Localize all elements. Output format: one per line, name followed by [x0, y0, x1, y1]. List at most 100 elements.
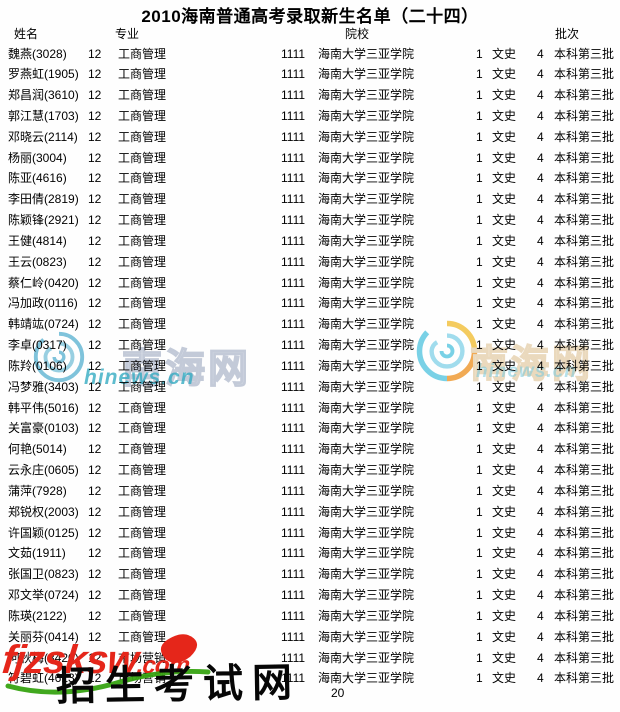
table-row: 蒲萍(7928) 12 工商管理 1111 海南大学三亚学院 1 文史 4 本科…	[0, 481, 620, 502]
seq-number: 1	[476, 67, 483, 82]
student-name: 许国颖(0125)	[8, 525, 79, 540]
student-name: 陈羚(0106)	[8, 358, 67, 373]
major-name: 工商管理	[118, 400, 167, 415]
major-code: 12	[88, 379, 102, 394]
track-label: 文史	[492, 275, 517, 290]
seq-number: 1	[476, 546, 483, 561]
school-code: 1111	[281, 233, 306, 248]
seq-number: 1	[476, 275, 483, 290]
table-row: 郑昌润(3610) 12 工商管理 1111 海南大学三亚学院 1 文史 4 本…	[0, 85, 620, 106]
batch-code: 4	[537, 421, 544, 436]
school-code: 1111	[281, 192, 306, 207]
table-header-row: 姓名 专业 院校 批次	[0, 25, 620, 41]
school-code: 1111	[281, 546, 306, 561]
batch-name: 本科第三批	[554, 504, 615, 519]
major-name: 工商管理	[118, 192, 167, 207]
school-name: 海南大学三亚学院	[318, 275, 415, 290]
batch-code: 4	[537, 379, 544, 394]
track-label: 文史	[492, 129, 517, 144]
school-code: 1111	[281, 171, 306, 186]
column-header-school: 院校	[345, 27, 370, 41]
track-label: 文史	[492, 608, 517, 623]
major-name: 工商管理	[118, 233, 167, 248]
batch-code: 4	[537, 233, 544, 248]
school-code: 1111	[281, 108, 306, 123]
batch-name: 本科第三批	[554, 463, 615, 478]
table-row: 杨丽(3004) 12 工商管理 1111 海南大学三亚学院 1 文史 4 本科…	[0, 148, 620, 169]
batch-name: 本科第三批	[554, 546, 615, 561]
major-code: 12	[88, 213, 102, 228]
table-row: 文茹(1911) 12 工商管理 1111 海南大学三亚学院 1 文史 4 本科…	[0, 543, 620, 564]
major-name: 市场营销	[118, 650, 167, 665]
track-label: 文史	[492, 108, 517, 123]
school-code: 1111	[281, 150, 306, 165]
seq-number: 1	[476, 671, 483, 686]
batch-name: 本科第三批	[554, 629, 615, 644]
seq-number: 1	[476, 650, 483, 665]
school-name: 海南大学三亚学院	[318, 588, 415, 603]
major-code: 12	[88, 46, 102, 61]
batch-name: 本科第三批	[554, 233, 615, 248]
major-code: 12	[88, 483, 102, 498]
batch-name: 本科第三批	[554, 317, 615, 332]
seq-number: 1	[476, 421, 483, 436]
major-code: 12	[88, 108, 102, 123]
school-name: 海南大学三亚学院	[318, 463, 415, 478]
major-name: 工商管理	[118, 46, 167, 61]
student-name: 符碧虹(4613)	[8, 671, 79, 686]
watermark-fjzsksw: fjzsksw.com 招生考试网	[0, 632, 340, 710]
major-code: 12	[88, 421, 102, 436]
batch-name: 本科第三批	[554, 421, 615, 436]
school-code: 1111	[281, 379, 306, 394]
major-name: 工商管理	[118, 108, 167, 123]
major-name: 工商管理	[118, 338, 167, 353]
school-name: 海南大学三亚学院	[318, 421, 415, 436]
school-code: 1111	[281, 608, 306, 623]
table-row: 何艳(5014) 12 工商管理 1111 海南大学三亚学院 1 文史 4 本科…	[0, 439, 620, 460]
major-name: 工商管理	[118, 88, 167, 103]
track-label: 文史	[492, 317, 517, 332]
student-name: 邓文举(0724)	[8, 588, 79, 603]
school-code: 1111	[281, 338, 306, 353]
table-row: 邓文举(0724) 12 工商管理 1111 海南大学三亚学院 1 文史 4 本…	[0, 585, 620, 606]
major-code: 12	[88, 650, 102, 665]
column-header-major: 专业	[115, 27, 140, 41]
seq-number: 1	[476, 358, 483, 373]
school-code: 1111	[281, 254, 306, 269]
student-name: 张国卫(0823)	[8, 567, 79, 582]
student-name: 韩平伟(5016)	[8, 400, 79, 415]
table-row: 关富豪(0103) 12 工商管理 1111 海南大学三亚学院 1 文史 4 本…	[0, 418, 620, 439]
batch-name: 本科第三批	[554, 442, 615, 457]
seq-number: 1	[476, 567, 483, 582]
major-code: 12	[88, 88, 102, 103]
school-code: 1111	[281, 67, 306, 82]
major-code: 12	[88, 463, 102, 478]
batch-name: 本科第三批	[554, 254, 615, 269]
batch-name: 本科第三批	[554, 567, 615, 582]
major-code: 12	[88, 233, 102, 248]
school-name: 海南大学三亚学院	[318, 150, 415, 165]
major-code: 12	[88, 67, 102, 82]
major-code: 12	[88, 275, 102, 290]
seq-number: 1	[476, 46, 483, 61]
track-label: 文史	[492, 400, 517, 415]
major-code: 12	[88, 525, 102, 540]
batch-name: 本科第三批	[554, 400, 615, 415]
major-name: 工商管理	[118, 358, 167, 373]
page-title: 2010海南普通高考录取新生名单（二十四）	[141, 7, 479, 26]
batch-code: 4	[537, 671, 544, 686]
school-code: 1111	[281, 650, 306, 665]
green-swoosh-icon	[5, 668, 211, 695]
student-name: 陈瑛(2122)	[8, 608, 67, 623]
major-name: 工商管理	[118, 608, 167, 623]
track-label: 文史	[492, 254, 517, 269]
student-name: 郑昌润(3610)	[8, 88, 79, 103]
table-row: 蔡仁岭(0420) 12 工商管理 1111 海南大学三亚学院 1 文史 4 本…	[0, 273, 620, 294]
school-name: 海南大学三亚学院	[318, 108, 415, 123]
major-name: 工商管理	[118, 567, 167, 582]
track-label: 文史	[492, 567, 517, 582]
batch-name: 本科第三批	[554, 483, 615, 498]
batch-name: 本科第三批	[554, 88, 615, 103]
major-code: 12	[88, 588, 102, 603]
